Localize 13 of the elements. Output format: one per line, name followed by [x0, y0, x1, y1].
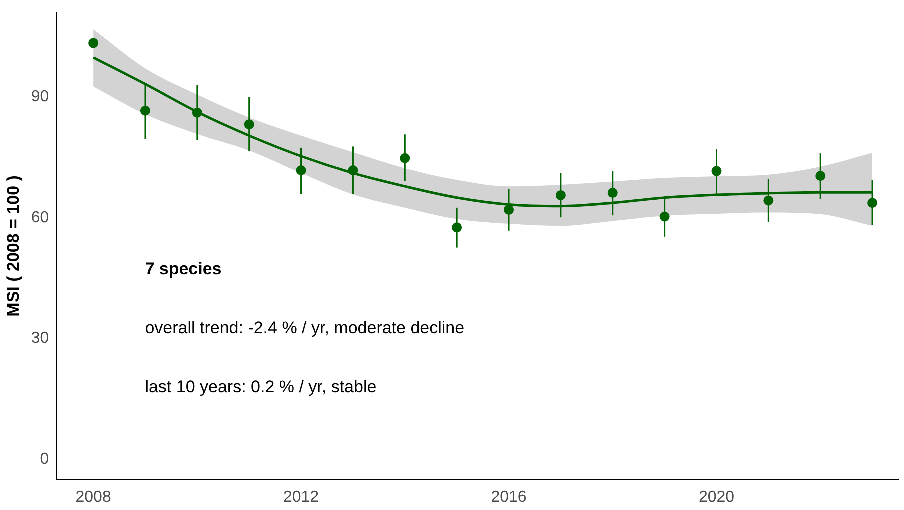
x-tick-label: 2016 [491, 488, 527, 506]
y-tick-label: 90 [31, 88, 50, 106]
x-tick-label: 2008 [76, 488, 112, 506]
y-tick-label: 60 [31, 209, 50, 226]
y-axis-title: MSI ( 2008 = 100 ) [4, 176, 23, 317]
point [88, 38, 99, 48]
y-tick-label: 0 [40, 451, 50, 468]
y-tick-label: 30 [31, 330, 50, 348]
annotation: last 10 years: 0.2 % / yr, stable [145, 377, 377, 396]
x-tick-label: 2020 [698, 488, 735, 506]
annotation: 7 species [145, 259, 222, 278]
annotation: overall trend: -2.4 % / yr, moderate decline [145, 318, 465, 338]
x-tick-label: 2012 [283, 488, 320, 506]
